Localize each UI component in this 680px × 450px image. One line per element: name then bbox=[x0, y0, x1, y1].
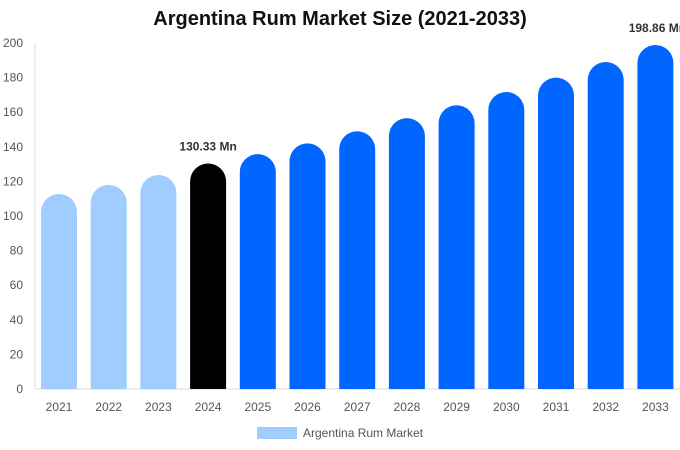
bar-2021 bbox=[41, 194, 77, 389]
y-tick-label: 80 bbox=[10, 244, 24, 258]
bar-2029 bbox=[438, 105, 475, 389]
y-tick-label: 60 bbox=[10, 278, 24, 292]
legend: Argentina Rum Market bbox=[257, 426, 423, 440]
bar-2028 bbox=[388, 118, 425, 389]
x-tick-label: 2027 bbox=[344, 400, 371, 414]
bar-2030 bbox=[488, 91, 525, 390]
x-tick-label: 2030 bbox=[493, 400, 520, 414]
y-tick-label: 120 bbox=[3, 174, 23, 188]
x-tick-label: 2033 bbox=[642, 400, 669, 414]
y-tick-label: 40 bbox=[10, 313, 24, 327]
bar-2033 bbox=[637, 44, 674, 389]
x-tick-label: 2023 bbox=[145, 400, 172, 414]
bar-2023 bbox=[140, 174, 177, 389]
x-tick-label: 2021 bbox=[46, 400, 73, 414]
y-tick-label: 0 bbox=[16, 382, 23, 396]
data-label: 198.86 Mn bbox=[629, 21, 680, 35]
legend-label: Argentina Rum Market bbox=[303, 426, 424, 440]
x-tick-label: 2024 bbox=[195, 400, 222, 414]
x-tick-label: 2022 bbox=[95, 400, 122, 414]
x-tick-label: 2026 bbox=[294, 400, 321, 414]
y-tick-label: 160 bbox=[3, 105, 23, 119]
bar-2022 bbox=[90, 184, 127, 389]
y-tick-label: 180 bbox=[3, 71, 23, 85]
bar-2026 bbox=[289, 143, 326, 389]
bar-2032 bbox=[587, 62, 624, 390]
x-tick-label: 2032 bbox=[592, 400, 619, 414]
y-tick-label: 100 bbox=[3, 209, 23, 223]
legend-swatch bbox=[257, 427, 297, 439]
x-tick-label: 2025 bbox=[244, 400, 271, 414]
x-tick-label: 2031 bbox=[543, 400, 570, 414]
chart-title: Argentina Rum Market Size (2021-2033) bbox=[153, 8, 527, 30]
bar-2025 bbox=[239, 154, 276, 389]
data-label: 130.33 Mn bbox=[179, 140, 236, 154]
x-tick-label: 2028 bbox=[394, 400, 421, 414]
bar-2027 bbox=[339, 131, 376, 390]
bar-2031 bbox=[538, 77, 574, 389]
y-tick-label: 20 bbox=[10, 347, 24, 361]
x-tick-label: 2029 bbox=[443, 400, 470, 414]
y-tick-label: 140 bbox=[3, 140, 23, 154]
bar-2024 bbox=[190, 163, 227, 389]
y-tick-label: 200 bbox=[3, 36, 23, 50]
